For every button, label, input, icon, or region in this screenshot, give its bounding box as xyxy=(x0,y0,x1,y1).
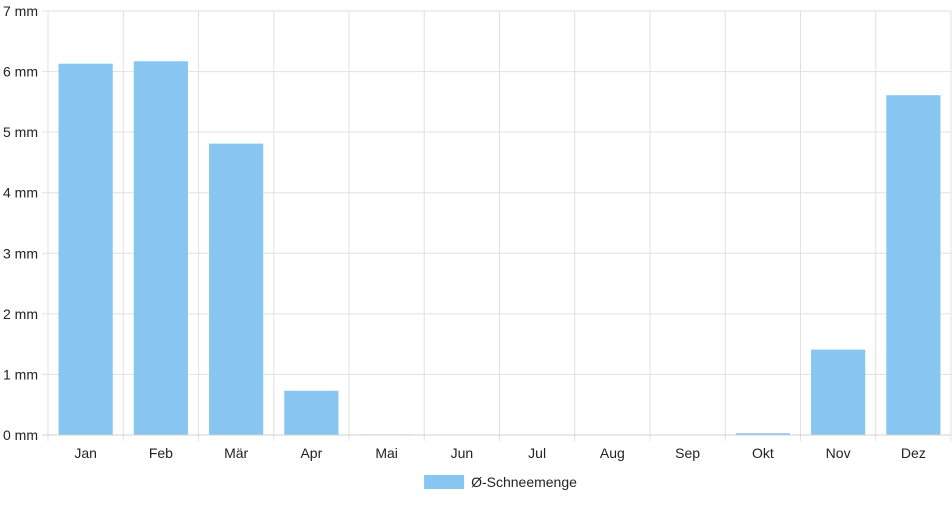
legend-label[interactable]: Ø-Schneemenge xyxy=(471,474,577,490)
y-tick-label: 5 mm xyxy=(3,124,38,140)
x-tick-label: Sep xyxy=(675,445,700,461)
x-tick-label: Jan xyxy=(74,445,97,461)
x-tick-label: Jul xyxy=(528,445,546,461)
y-tick-label: 2 mm xyxy=(3,306,38,322)
grid-layer xyxy=(42,10,952,441)
x-tick-label: Dez xyxy=(901,445,926,461)
bar-Dez[interactable] xyxy=(886,95,941,436)
y-tick-label: 0 mm xyxy=(3,427,38,443)
y-tick-label: 6 mm xyxy=(3,64,38,80)
x-tick-label: Feb xyxy=(149,445,173,461)
bar-Apr[interactable] xyxy=(284,390,339,435)
bar-Jan[interactable] xyxy=(58,63,113,435)
bar-Feb[interactable] xyxy=(133,61,188,435)
x-tick-label: Mär xyxy=(224,445,248,461)
x-tick-label: Mai xyxy=(375,445,398,461)
legend-swatch[interactable] xyxy=(424,475,465,489)
legend[interactable]: Ø-Schneemenge xyxy=(424,474,577,490)
bar-Mär[interactable] xyxy=(209,143,264,435)
x-tick-label: Jun xyxy=(451,445,474,461)
axis-layer: 0 mm 1 mm 2 mm 3 mm 4 mm 5 mm 6 mm 7 mm Jan Feb Mä… xyxy=(3,3,951,461)
bar-Nov[interactable] xyxy=(811,349,866,435)
y-tick-label: 1 mm xyxy=(3,366,38,382)
x-tick-label: Nov xyxy=(826,445,851,461)
bars-layer xyxy=(58,61,941,436)
y-tick-label: 4 mm xyxy=(3,185,38,201)
x-tick-label: Okt xyxy=(752,445,774,461)
x-tick-label: Aug xyxy=(600,445,625,461)
y-tick-label: 7 mm xyxy=(3,3,38,19)
bar-Okt[interactable] xyxy=(735,433,790,435)
y-tick-label: 3 mm xyxy=(3,245,38,261)
x-tick-label: Apr xyxy=(300,445,322,461)
